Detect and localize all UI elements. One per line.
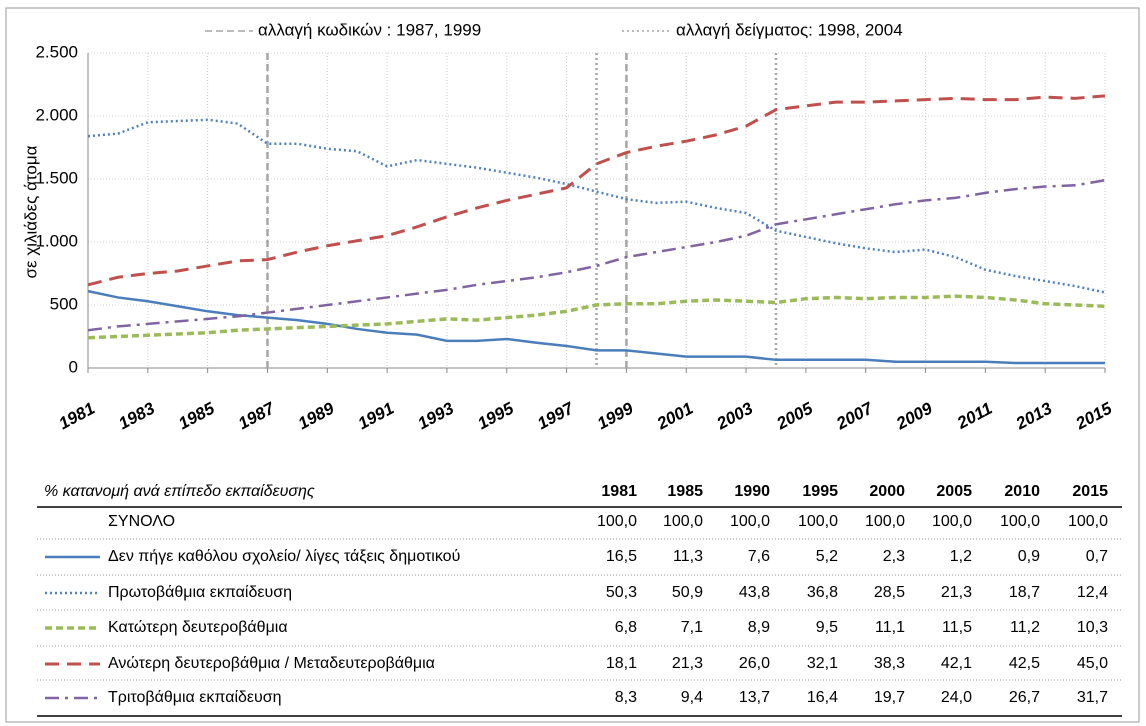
table-cell: 0,9 <box>1018 548 1040 565</box>
table-cell: 11,2 <box>1010 619 1040 636</box>
reference-label: αλλαγή δείγματος: 1998, 2004 <box>676 20 903 39</box>
table-cell: 100,0 <box>798 513 838 530</box>
table-cell: 100,0 <box>730 513 770 530</box>
table-cell: 100,0 <box>932 513 972 530</box>
table-cell: 31,7 <box>1077 689 1108 706</box>
table-cell: 26,7 <box>1009 689 1040 706</box>
table-cell: 24,0 <box>941 689 972 706</box>
table-cell: 12,4 <box>1077 584 1108 601</box>
table-title: % κατανομή ανά επίπεδο εκπαίδευσης <box>44 483 315 500</box>
table-cell: 6,8 <box>615 619 637 636</box>
table-cell: 100,0 <box>1000 513 1040 530</box>
x-tick-label: 1997 <box>534 398 578 433</box>
x-tick-label: 1995 <box>474 398 517 433</box>
x-tick-label: 2015 <box>1072 398 1116 433</box>
table-cell: 19,7 <box>874 689 905 706</box>
table-cell: 21,3 <box>941 584 972 601</box>
reference-label: αλλαγή κωδικών : 1987, 1999 <box>258 20 481 39</box>
table-cell: 28,5 <box>874 584 905 601</box>
y-tick-label: 2.000 <box>35 105 78 124</box>
x-tick-label: 2005 <box>773 398 817 433</box>
table-cell: 11,3 <box>673 548 703 565</box>
y-tick-label: 500 <box>50 294 78 313</box>
table-header: 2010 <box>1004 483 1040 500</box>
x-tick-label: 1987 <box>235 398 279 433</box>
table-cell: 2,3 <box>883 548 905 565</box>
series-line <box>87 294 1106 340</box>
table-cell: 11,1 <box>875 619 905 636</box>
table-cell: 100,0 <box>865 513 905 530</box>
table-header: 2005 <box>936 483 972 500</box>
table-cell: 100,0 <box>1068 513 1108 530</box>
x-tick-label: 2003 <box>713 398 757 433</box>
legend-label: Ανώτερη δευτεροβάθμια / Μεταδευτεροβάθμι… <box>108 655 435 672</box>
table-cell: 26,0 <box>739 655 770 672</box>
table-cell: 9,4 <box>681 689 703 706</box>
legend-label: Κατώτερη δευτεροβάθμια <box>108 619 288 636</box>
table-cell: 43,8 <box>739 584 770 601</box>
table-cell: 42,5 <box>1009 655 1040 672</box>
x-tick-label: 1983 <box>115 398 158 433</box>
x-tick-label: 2013 <box>1012 398 1056 433</box>
legend-label: Δεν πήγε καθόλου σχολείο/ λίγες τάξεις δ… <box>108 548 460 565</box>
x-tick-label: 2009 <box>892 398 936 433</box>
x-tick-label: 1981 <box>56 399 98 434</box>
table-header: 1985 <box>667 483 703 500</box>
table-cell: 50,3 <box>606 584 637 601</box>
x-tick-label: 1999 <box>594 398 637 433</box>
table-cell: 10,3 <box>1077 619 1108 636</box>
table-cell: 13,7 <box>739 689 770 706</box>
series-line <box>87 118 1106 294</box>
table-cell: 100,0 <box>663 513 703 530</box>
table-cell: 18,1 <box>606 655 637 672</box>
x-tick-label: 2011 <box>953 399 995 433</box>
y-tick-label: 1.000 <box>35 231 78 250</box>
legend-label: Τριτοβάθμια εκπαίδευση <box>108 689 282 706</box>
table-cell: 45,0 <box>1077 655 1108 672</box>
table-cell: 42,1 <box>941 655 972 672</box>
table-cell: 36,8 <box>807 584 838 601</box>
table-cell: 7,6 <box>748 548 770 565</box>
y-tick-label: 1.500 <box>35 168 78 187</box>
table-cell: 16,5 <box>606 548 637 565</box>
x-tick-label: 1991 <box>355 399 397 434</box>
table-cell: 5,2 <box>816 548 838 565</box>
table-cell: 8,9 <box>748 619 770 636</box>
y-axis-label: σε χιλιάδες άτομα <box>21 145 40 278</box>
table-cell: 11,5 <box>942 619 972 636</box>
table-cell: 18,7 <box>1009 584 1040 601</box>
x-tick-label: 2007 <box>832 398 877 434</box>
x-tick-label: 2001 <box>653 399 696 434</box>
table-header: 2000 <box>869 483 905 500</box>
table-cell: 50,9 <box>672 584 703 601</box>
table-header: 1981 <box>601 483 637 500</box>
x-tick-label: 1985 <box>175 398 218 433</box>
table-cell: 0,7 <box>1086 548 1108 565</box>
table-cell: 9,5 <box>816 619 838 636</box>
y-tick-label: 0 <box>69 357 78 376</box>
x-tick-label: 1993 <box>415 398 458 433</box>
table-cell: 7,1 <box>681 619 703 636</box>
x-tick-label: 1989 <box>295 398 338 433</box>
table-cell: 100,0 <box>597 513 637 530</box>
table-cell: 38,3 <box>874 655 905 672</box>
table-total-label: ΣΥΝΟΛΟ <box>108 513 175 530</box>
table-cell: 21,3 <box>672 655 703 672</box>
table-cell: 1,2 <box>950 548 972 565</box>
table-header: 1990 <box>734 483 770 500</box>
table-header: 2015 <box>1072 483 1108 500</box>
legend-label: Πρωτοβάθμια εκπαίδευση <box>108 584 292 601</box>
table-cell: 16,4 <box>807 689 838 706</box>
table-header: 1995 <box>802 483 838 500</box>
series-line <box>87 289 1105 365</box>
y-tick-label: 2.500 <box>35 42 78 61</box>
table-cell: 8,3 <box>615 689 637 706</box>
table-cell: 32,1 <box>807 655 838 672</box>
frame <box>5 7 1140 723</box>
